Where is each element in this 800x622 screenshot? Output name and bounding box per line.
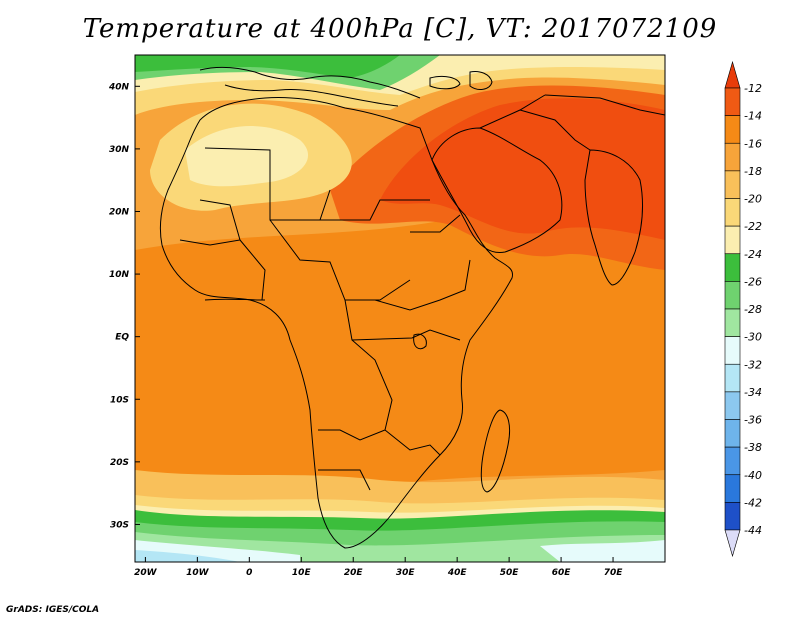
colorbar-top-arrow <box>724 60 741 89</box>
colorbar-swatch <box>724 225 741 255</box>
colorbar-label: -38 <box>744 441 762 454</box>
south-band-32 <box>135 550 240 562</box>
colorbar-swatch <box>724 253 741 282</box>
colorbar-swatch <box>724 142 741 172</box>
south-band-30-east <box>540 540 665 562</box>
lon-tick-label: 20W <box>134 568 158 578</box>
colorbar-label: -30 <box>744 331 762 344</box>
colorbar-swatch <box>724 391 741 420</box>
colorbar-swatch <box>724 474 741 503</box>
lat-tick-label: 30S <box>110 520 129 530</box>
colorbar-swatch <box>724 502 741 531</box>
lat-tick-label: 40N <box>108 82 130 92</box>
lat-tick-label: 10S <box>110 395 129 405</box>
lat-axis: 40N 30N 20N 10N EQ 10S 20S 30S <box>108 82 140 530</box>
colorbar-swatch <box>724 170 741 199</box>
colorbar-label: -42 <box>744 496 762 509</box>
colorbar-swatch <box>724 336 741 365</box>
colorbar-label: -34 <box>744 386 762 399</box>
lat-tick-label: EQ <box>115 333 129 343</box>
lat-tick-label: 10N <box>109 270 130 280</box>
footer-credit: GrADS: IGES/COLA <box>6 605 99 615</box>
lon-tick-label: 10W <box>186 568 210 578</box>
colorbar-swatch <box>724 308 741 337</box>
lat-tick-label: 20N <box>109 207 130 217</box>
sahara-cooler <box>185 126 309 187</box>
colorbar-label: -32 <box>744 358 762 371</box>
colorbar-swatch <box>724 87 741 116</box>
map-frame <box>134 54 666 563</box>
lat-tick-label: 30N <box>109 145 130 155</box>
lon-tick-label: 30E <box>396 568 416 578</box>
colorbar-swatch <box>724 198 741 227</box>
colorbar-swatch <box>724 419 741 448</box>
colorbar-label: -22 <box>744 220 762 233</box>
colorbar: -12 -14 -16 -18 -20 -22 -24 -26 -28 -30 -32 -34 -36 -… <box>724 60 762 558</box>
colorbar-label: -44 <box>744 524 762 537</box>
chart-title: Temperature at 400hPa [C], VT: 201707210… <box>82 14 718 44</box>
colorbar-label: -26 <box>744 275 762 288</box>
north-band-24 <box>135 55 400 78</box>
band-minus14 <box>135 211 665 493</box>
colorbar-label: -16 <box>744 137 762 150</box>
coastlines <box>159 66 665 549</box>
colorbar-label: -14 <box>744 110 762 123</box>
hot-core-inner <box>380 98 665 241</box>
colorbar-label: -28 <box>744 303 762 316</box>
lon-tick-label: 10E <box>292 568 312 578</box>
colorbar-label: -24 <box>744 248 762 261</box>
colorbar-swatch <box>724 281 741 310</box>
colorbar-swatch <box>724 115 741 144</box>
colorbar-swatch <box>724 446 741 476</box>
lon-tick-label: 60E <box>552 568 572 578</box>
colorbar-bottom-arrow <box>724 529 741 558</box>
colorbar-swatch <box>724 363 741 393</box>
lon-tick-label: 70E <box>604 568 624 578</box>
colorbar-label: -20 <box>744 193 762 206</box>
colorbar-label: -18 <box>744 165 762 178</box>
lon-tick-label: 50E <box>500 568 520 578</box>
colorbar-label: -12 <box>744 82 762 95</box>
lon-tick-label: 0 <box>246 568 252 578</box>
colorbar-label: -40 <box>744 469 762 482</box>
lon-tick-label: 20E <box>344 568 364 578</box>
map-area <box>135 55 665 562</box>
colorbar-label: -36 <box>744 414 762 427</box>
lon-axis: 20W 10W 0 10E 20E 30E 40E 50E 60E 70E <box>134 557 623 578</box>
lat-tick-label: 20S <box>110 458 129 468</box>
lon-tick-label: 40E <box>447 568 468 578</box>
